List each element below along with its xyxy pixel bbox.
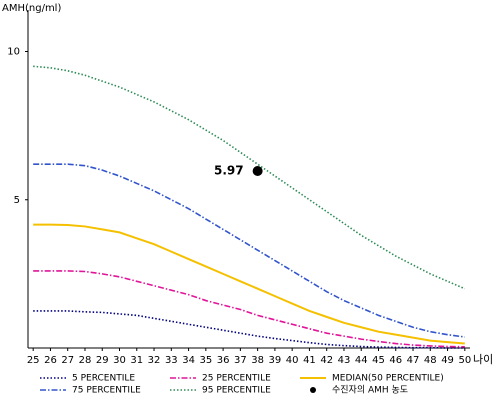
x-tick-label: 45 xyxy=(372,355,385,366)
legend-label: 95 PERCENTILE xyxy=(202,386,271,396)
x-tick-label: 48 xyxy=(424,355,437,366)
x-tick-label: 25 xyxy=(27,355,40,366)
x-tick-label: 44 xyxy=(355,355,368,366)
x-tick-label: 46 xyxy=(389,355,402,366)
legend-label: 5 PERCENTILE xyxy=(72,374,135,384)
legend-label: 25 PERCENTILE xyxy=(202,374,271,384)
x-axis-label: 나이 xyxy=(473,353,493,366)
x-tick-label: 43 xyxy=(338,355,351,366)
patient-point xyxy=(252,165,263,176)
x-tick-label: 40 xyxy=(286,355,299,366)
x-tick-label: 32 xyxy=(148,355,161,366)
x-tick-label: 31 xyxy=(130,355,143,366)
point-label: 5.97 xyxy=(214,163,244,177)
x-tick-label: 36 xyxy=(217,355,230,366)
y-axis-label: AMH(ng/ml) xyxy=(2,3,61,14)
y-tick-label: 5 xyxy=(14,195,20,206)
series-line xyxy=(33,223,465,345)
x-tick-label: 27 xyxy=(61,355,74,366)
x-tick-label: 50 xyxy=(458,355,471,366)
y-tick-label: 10 xyxy=(7,47,20,58)
x-tick-label: 28 xyxy=(79,355,92,366)
x-tick-label: 35 xyxy=(199,355,212,366)
legend-swatch xyxy=(310,387,316,393)
legend-label: MEDIAN(50 PERCENTILE) xyxy=(332,374,444,384)
series-line xyxy=(33,65,466,290)
legend-label: 수진자의 AMH 농도 xyxy=(332,385,408,396)
x-tick-label: 33 xyxy=(165,355,178,366)
x-tick-label: 30 xyxy=(113,355,126,366)
x-tick-label: 38 xyxy=(251,355,264,366)
legend-label: 75 PERCENTILE xyxy=(72,386,141,396)
series-line xyxy=(33,310,465,349)
x-tick-label: 42 xyxy=(320,355,333,366)
x-tick-label: 41 xyxy=(303,355,316,366)
series-line xyxy=(33,163,465,338)
x-tick-label: 49 xyxy=(441,355,454,366)
series-line xyxy=(33,270,465,348)
x-tick-label: 26 xyxy=(44,355,57,366)
x-tick-label: 39 xyxy=(269,355,282,366)
x-tick-label: 29 xyxy=(96,355,109,366)
x-tick-label: 37 xyxy=(234,355,247,366)
x-tick-label: 47 xyxy=(407,355,420,366)
x-tick-label: 34 xyxy=(182,355,195,366)
